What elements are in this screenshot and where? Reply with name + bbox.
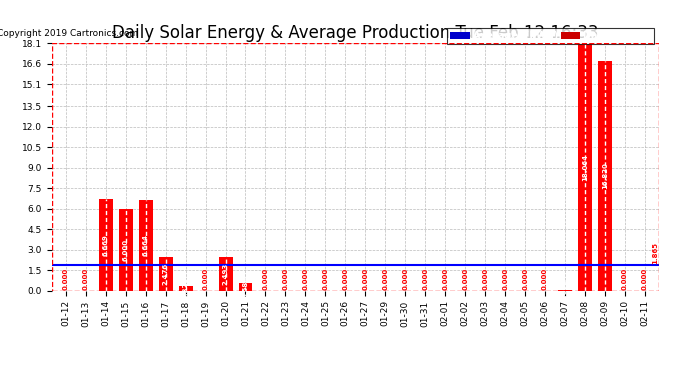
Bar	[219, 256, 233, 291]
Bar	[578, 44, 592, 291]
Text: 0.000: 0.000	[63, 268, 69, 290]
Title: Daily Solar Energy & Average Production Tue Feb 12 16:33: Daily Solar Energy & Average Production …	[112, 24, 599, 42]
Text: 0.000: 0.000	[502, 268, 508, 290]
Text: 0.000: 0.000	[422, 268, 428, 290]
Legend: Average  (kWh), Daily  (kWh): Average (kWh), Daily (kWh)	[447, 28, 654, 44]
Text: Copyright 2019 Cartronics.com: Copyright 2019 Cartronics.com	[0, 29, 139, 38]
Bar	[119, 209, 132, 291]
Text: 0.000: 0.000	[642, 268, 648, 290]
Text: 0.000: 0.000	[522, 268, 528, 290]
Text: 0.000: 0.000	[402, 268, 408, 290]
Bar	[239, 283, 253, 291]
Text: 0.000: 0.000	[462, 268, 469, 290]
Text: 0.000: 0.000	[302, 268, 308, 290]
Text: 2.493: 2.493	[222, 262, 228, 285]
Text: 0.000: 0.000	[542, 268, 548, 290]
Text: 6.000: 6.000	[123, 238, 128, 261]
Text: 6.664: 6.664	[143, 234, 148, 256]
Text: 16.820: 16.820	[602, 162, 608, 189]
Bar	[139, 200, 152, 291]
Text: 0.000: 0.000	[203, 268, 208, 290]
Text: 0.000: 0.000	[622, 268, 628, 290]
Text: 0.000: 0.000	[442, 268, 448, 290]
Text: 0.000: 0.000	[342, 268, 348, 290]
Text: 0.000: 0.000	[482, 268, 489, 290]
Text: 6.669: 6.669	[103, 234, 109, 256]
Text: 0.000: 0.000	[262, 268, 268, 290]
Text: 0.000: 0.000	[362, 268, 368, 290]
Text: 0.000: 0.000	[322, 268, 328, 290]
Bar	[179, 286, 193, 291]
Text: 0.000: 0.000	[282, 268, 288, 290]
Text: 0.000: 0.000	[83, 268, 89, 290]
Text: 0.580: 0.580	[242, 276, 248, 298]
Text: 0.060: 0.060	[562, 279, 568, 301]
Bar	[99, 200, 112, 291]
Text: 1.865: 1.865	[652, 242, 658, 264]
Bar	[598, 61, 612, 291]
Text: 0.328: 0.328	[183, 278, 188, 300]
Bar	[159, 257, 172, 291]
Bar	[558, 290, 572, 291]
Text: 2.476: 2.476	[163, 262, 168, 285]
Text: 0.000: 0.000	[382, 268, 388, 290]
Text: 18.064: 18.064	[582, 153, 588, 181]
